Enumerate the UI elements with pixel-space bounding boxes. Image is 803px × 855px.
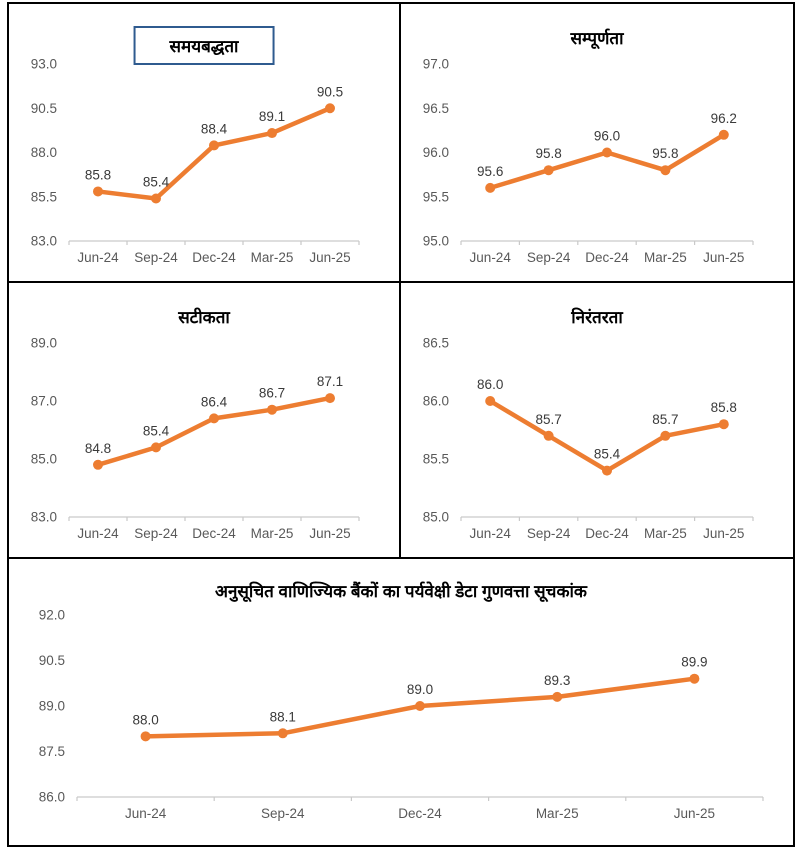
svg-text:90.5: 90.5 [31, 101, 57, 116]
page-frame: समयबद्धता 83.0 85.5 88.0 90.5 93.0 Jun-24 Sep-… [7, 2, 795, 847]
chart-panel-continuity: निरंतरता 85.0 85.5 86.0 86.5 Jun-24 Sep-24 Dec… [401, 283, 793, 559]
svg-text:Sep-24: Sep-24 [134, 250, 178, 265]
svg-text:88.1: 88.1 [270, 709, 296, 724]
svg-text:96.0: 96.0 [423, 145, 449, 160]
svg-text:86.5: 86.5 [423, 336, 449, 351]
svg-text:89.9: 89.9 [681, 655, 707, 670]
svg-text:Sep-24: Sep-24 [134, 526, 178, 541]
svg-text:85.4: 85.4 [143, 175, 170, 190]
svg-text:Jun-25: Jun-25 [309, 250, 350, 265]
svg-text:85.7: 85.7 [535, 412, 561, 427]
svg-text:Mar-25: Mar-25 [251, 250, 294, 265]
svg-text:Dec-24: Dec-24 [398, 806, 442, 821]
svg-text:88.4: 88.4 [201, 121, 228, 136]
svg-text:85.0: 85.0 [31, 452, 57, 467]
completeness-chart: 95.0 95.5 96.0 96.5 97.0 Jun-24 Sep-24 Dec-24 Ma… [423, 57, 754, 265]
chart-title-timeliness: समयबद्धता [169, 37, 239, 56]
svg-text:95.0: 95.0 [423, 234, 449, 249]
svg-text:86.7: 86.7 [259, 386, 285, 401]
svg-text:85.0: 85.0 [423, 510, 449, 525]
svg-text:85.5: 85.5 [423, 452, 449, 467]
svg-text:85.7: 85.7 [652, 412, 678, 427]
svg-text:Jun-25: Jun-25 [674, 806, 715, 821]
chart-title-completeness: सम्पूर्णता [570, 29, 624, 48]
svg-text:96.0: 96.0 [594, 129, 620, 144]
svg-text:85.8: 85.8 [85, 167, 111, 182]
chart-title-sdqi: अनुसूचित वाणिज्यिक बैंकों का पर्यवेक्षी … [215, 582, 587, 601]
svg-text:90.5: 90.5 [39, 653, 65, 668]
chart-panel-sdqi: अनुसूचित वाणिज्यिक बैंकों का पर्यवेक्षी … [9, 559, 793, 841]
svg-text:Dec-24: Dec-24 [192, 250, 236, 265]
svg-text:97.0: 97.0 [423, 57, 449, 72]
svg-text:Jun-25: Jun-25 [309, 526, 350, 541]
svg-text:88.0: 88.0 [132, 712, 158, 727]
svg-text:85.4: 85.4 [594, 447, 621, 462]
svg-text:95.8: 95.8 [652, 146, 678, 161]
svg-text:85.5: 85.5 [31, 189, 57, 204]
svg-text:84.8: 84.8 [85, 441, 111, 456]
svg-text:86.0: 86.0 [477, 377, 503, 392]
svg-text:89.3: 89.3 [544, 673, 570, 688]
svg-text:89.0: 89.0 [39, 699, 65, 714]
svg-text:Jun-24: Jun-24 [77, 250, 119, 265]
svg-text:Dec-24: Dec-24 [192, 526, 236, 541]
svg-text:88.0: 88.0 [31, 145, 57, 160]
svg-text:89.0: 89.0 [407, 682, 433, 697]
svg-text:83.0: 83.0 [31, 234, 57, 249]
svg-text:Mar-25: Mar-25 [644, 250, 687, 265]
chart-panel-completeness: सम्पूर्णता 95.0 95.5 96.0 96.5 97.0 Jun-24 Sep… [401, 4, 793, 283]
chart-panel-timeliness: समयबद्धता 83.0 85.5 88.0 90.5 93.0 Jun-24 Sep-… [9, 4, 401, 283]
svg-text:89.1: 89.1 [259, 109, 285, 124]
chart-title-accuracy: सटीकता [178, 308, 230, 327]
bottom-row: अनुसूचित वाणिज्यिक बैंकों का पर्यवेक्षी … [9, 559, 793, 841]
svg-text:96.2: 96.2 [711, 111, 737, 126]
svg-text:87.1: 87.1 [317, 374, 343, 389]
svg-text:Jun-24: Jun-24 [470, 250, 512, 265]
svg-text:86.4: 86.4 [201, 394, 228, 409]
timeliness-title-box: समयबद्धता [133, 26, 275, 65]
svg-text:89.0: 89.0 [31, 336, 57, 351]
svg-text:Dec-24: Dec-24 [585, 250, 629, 265]
top-row: समयबद्धता 83.0 85.5 88.0 90.5 93.0 Jun-24 Sep-… [9, 4, 793, 283]
sdqi-chart: 86.0 87.5 89.0 90.5 92.0 Jun-24 Sep-24 Dec-24 Ma… [39, 608, 764, 821]
svg-text:Jun-24: Jun-24 [470, 526, 512, 541]
svg-text:85.8: 85.8 [711, 400, 737, 415]
svg-text:87.0: 87.0 [31, 394, 57, 409]
svg-text:Jun-25: Jun-25 [703, 526, 744, 541]
timeliness-chart: 83.0 85.5 88.0 90.5 93.0 Jun-24 Sep-24 Dec-24 Ma… [31, 57, 360, 265]
chart-panel-accuracy: सटीकता 83.0 85.0 87.0 89.0 Jun-24 Sep-24 Dec-2… [9, 283, 401, 559]
svg-text:Mar-25: Mar-25 [644, 526, 687, 541]
svg-text:Jun-24: Jun-24 [77, 526, 119, 541]
svg-text:Sep-24: Sep-24 [527, 526, 571, 541]
svg-text:93.0: 93.0 [31, 57, 57, 72]
middle-row: सटीकता 83.0 85.0 87.0 89.0 Jun-24 Sep-24 Dec-2… [9, 283, 793, 559]
svg-text:Sep-24: Sep-24 [261, 806, 305, 821]
svg-text:Mar-25: Mar-25 [536, 806, 579, 821]
svg-text:96.5: 96.5 [423, 101, 449, 116]
svg-text:Jun-25: Jun-25 [703, 250, 744, 265]
svg-text:95.8: 95.8 [535, 146, 561, 161]
accuracy-chart: 83.0 85.0 87.0 89.0 Jun-24 Sep-24 Dec-24 Mar-25… [31, 336, 360, 541]
svg-text:92.0: 92.0 [39, 608, 65, 623]
svg-text:86.0: 86.0 [39, 790, 65, 805]
svg-text:95.5: 95.5 [423, 189, 449, 204]
svg-text:Sep-24: Sep-24 [527, 250, 571, 265]
svg-text:Jun-24: Jun-24 [125, 806, 167, 821]
svg-text:Dec-24: Dec-24 [585, 526, 629, 541]
svg-text:87.5: 87.5 [39, 744, 65, 759]
svg-text:90.5: 90.5 [317, 84, 343, 99]
chart-title-continuity: निरंतरता [571, 308, 623, 327]
svg-text:86.0: 86.0 [423, 394, 449, 409]
continuity-chart: 85.0 85.5 86.0 86.5 Jun-24 Sep-24 Dec-24 Mar-25… [423, 336, 754, 541]
svg-text:83.0: 83.0 [31, 510, 57, 525]
svg-text:85.4: 85.4 [143, 423, 170, 438]
svg-text:95.6: 95.6 [477, 164, 503, 179]
svg-text:Mar-25: Mar-25 [251, 526, 294, 541]
